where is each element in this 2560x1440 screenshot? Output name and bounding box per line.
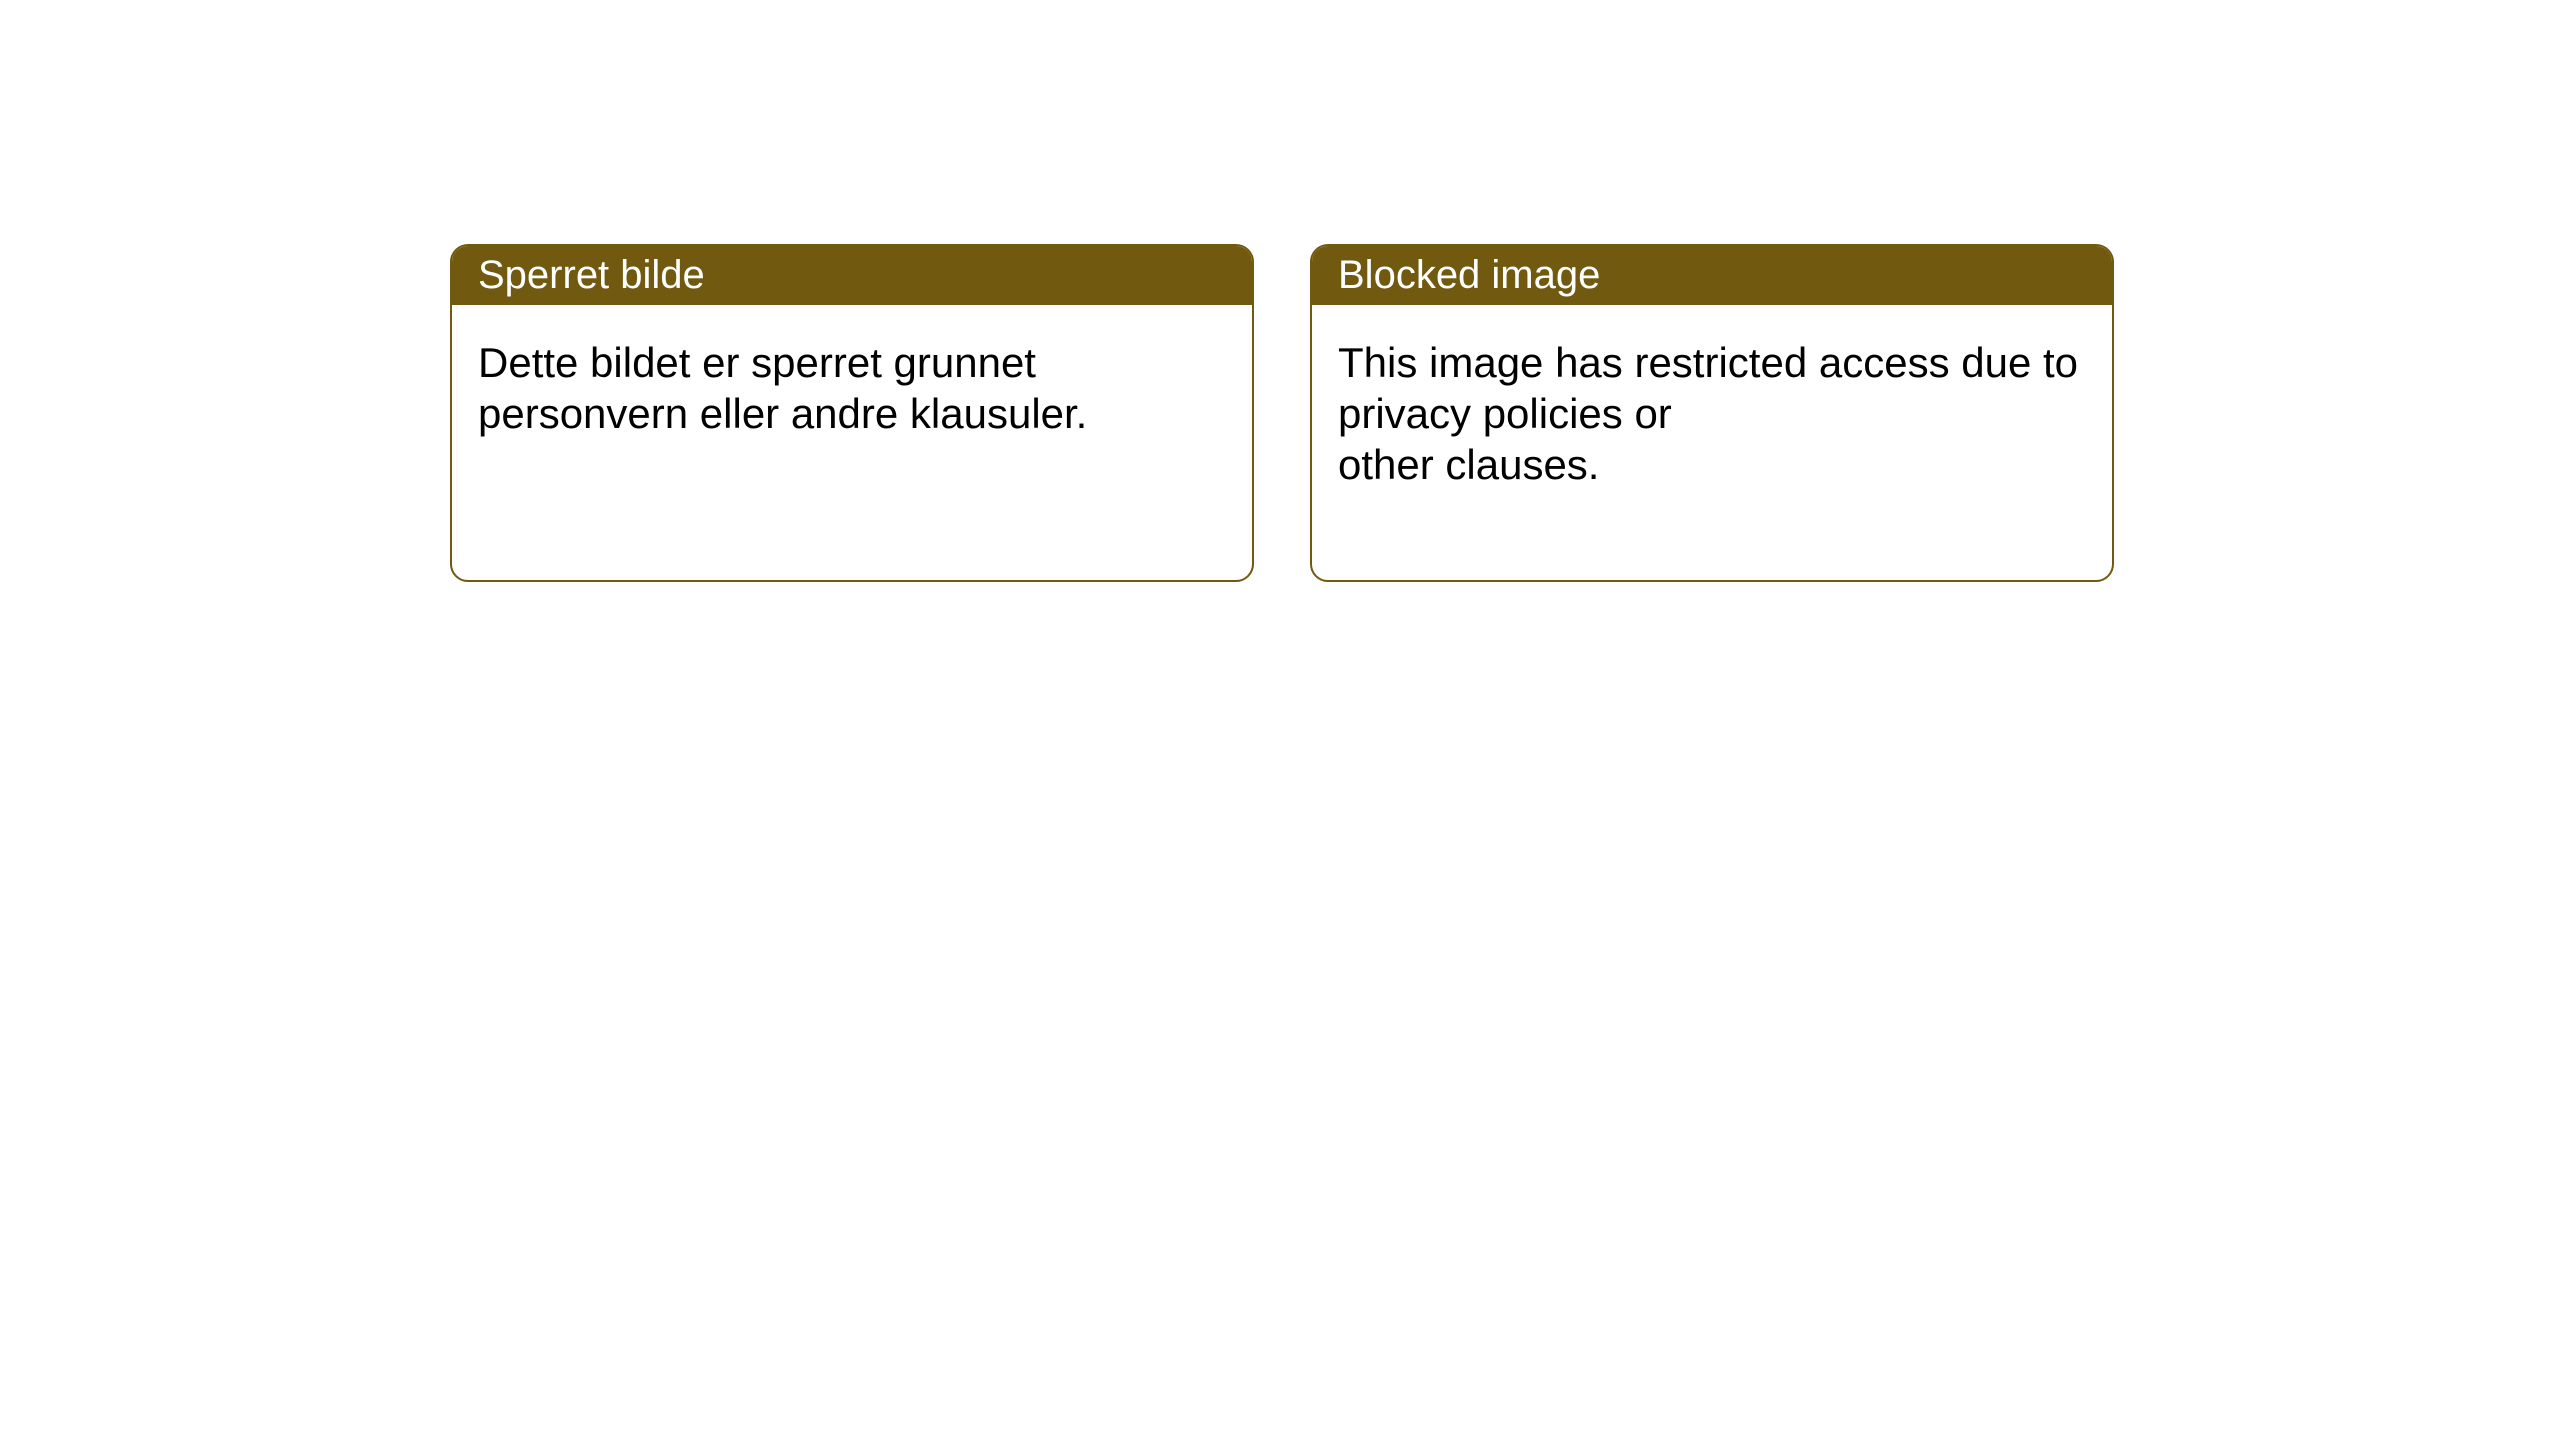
notice-container: Sperret bilde Dette bildet er sperret gr… bbox=[450, 244, 2114, 582]
notice-card-title: Blocked image bbox=[1312, 246, 2112, 305]
notice-card-title: Sperret bilde bbox=[452, 246, 1252, 305]
notice-card-body: This image has restricted access due to … bbox=[1312, 305, 2112, 516]
notice-card-body: Dette bildet er sperret grunnet personve… bbox=[452, 305, 1252, 465]
notice-card-en: Blocked image This image has restricted … bbox=[1310, 244, 2114, 582]
notice-card-no: Sperret bilde Dette bildet er sperret gr… bbox=[450, 244, 1254, 582]
